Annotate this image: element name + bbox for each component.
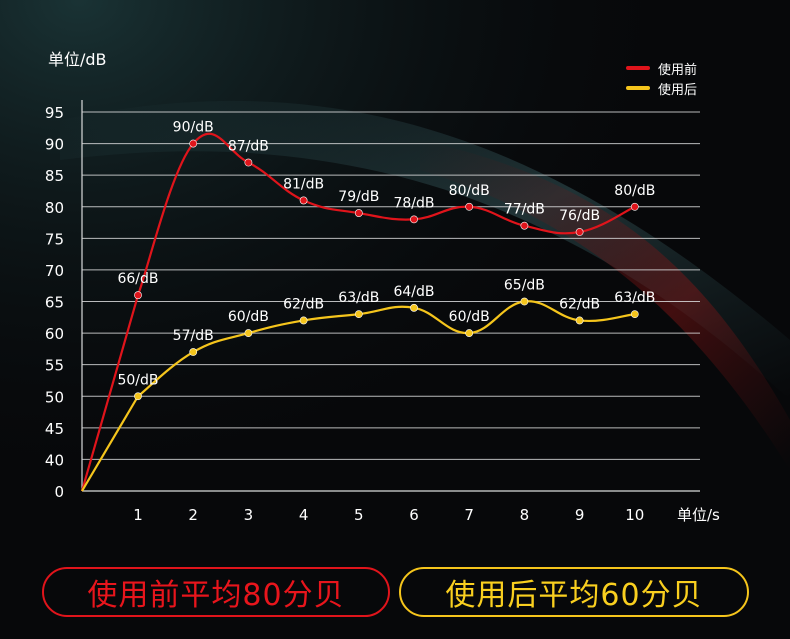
y-axis-unit-label: 单位/dB xyxy=(48,50,107,69)
data-point-after xyxy=(354,310,363,319)
badge-after-average: 使用后平均60分贝 xyxy=(399,567,749,617)
y-tick-label: 90 xyxy=(45,136,64,154)
data-point-before xyxy=(134,291,142,300)
y-tick-label: 60 xyxy=(45,325,64,343)
legend-item-after: 使用后 xyxy=(626,78,697,98)
data-label-after: 63/dB xyxy=(338,290,379,306)
legend-item-before: 使用前 xyxy=(626,58,697,78)
data-point-before xyxy=(575,228,584,236)
y-tick-label: 85 xyxy=(45,167,64,185)
data-label-after: 63/dB xyxy=(614,290,655,306)
y-tick-label: 0 xyxy=(54,483,64,501)
legend-swatch-before xyxy=(626,66,650,70)
data-point-after xyxy=(299,316,308,325)
legend-label-before: 使用前 xyxy=(658,62,698,78)
y-tick-label: 65 xyxy=(45,294,64,312)
y-tick-label: 70 xyxy=(45,262,64,280)
data-label-before: 80/dB xyxy=(449,183,490,199)
data-point-after xyxy=(189,348,198,356)
data-point-after xyxy=(465,329,474,337)
y-tick-label: 45 xyxy=(45,420,64,438)
data-label-before: 76/dB xyxy=(559,208,600,224)
y-tick-label: 75 xyxy=(45,230,64,248)
x-tick-label: 2 xyxy=(188,506,198,524)
x-tick-label: 5 xyxy=(354,506,364,524)
data-point-after xyxy=(244,329,253,337)
data-label-before: 77/dB xyxy=(504,202,545,218)
data-point-before xyxy=(354,209,363,217)
y-tick-label: 80 xyxy=(45,199,64,217)
data-label-after: 57/dB xyxy=(173,328,214,344)
data-label-before: 90/dB xyxy=(173,120,214,136)
x-tick-label: 4 xyxy=(299,506,309,524)
legend-swatch-after xyxy=(626,86,650,90)
x-tick-label: 9 xyxy=(575,506,585,524)
x-tick-label: 1 xyxy=(133,506,143,524)
data-point-after xyxy=(630,310,639,319)
y-tick-label: 40 xyxy=(45,451,64,469)
badge-before-average: 使用前平均80分贝 xyxy=(42,567,390,617)
data-label-after: 60/dB xyxy=(449,309,490,325)
data-label-after: 50/dB xyxy=(117,372,158,388)
data-point-before xyxy=(244,158,253,167)
series-line-after xyxy=(81,300,635,492)
data-label-before: 81/dB xyxy=(283,176,324,192)
data-label-before: 66/dB xyxy=(117,271,158,287)
data-point-after xyxy=(134,392,142,401)
data-label-after: 60/dB xyxy=(228,309,269,325)
y-tick-label: 50 xyxy=(45,388,64,406)
x-tick-label: 6 xyxy=(409,506,419,524)
data-label-before: 78/dB xyxy=(393,195,434,211)
legend: 使用前 使用后 xyxy=(626,58,697,98)
x-tick-label: 3 xyxy=(244,506,254,524)
data-point-before xyxy=(189,139,198,148)
data-label-after: 62/dB xyxy=(559,296,600,312)
data-point-after xyxy=(410,303,418,312)
data-point-after xyxy=(520,297,529,306)
y-tick-label: 95 xyxy=(45,104,64,122)
x-tick-label: 7 xyxy=(464,506,474,524)
y-tick-label: 55 xyxy=(45,357,64,375)
data-point-before xyxy=(520,221,529,230)
legend-label-after: 使用后 xyxy=(658,82,698,98)
data-label-before: 80/dB xyxy=(614,183,655,199)
data-label-after: 62/dB xyxy=(283,296,324,312)
data-label-before: 79/dB xyxy=(338,189,379,205)
data-point-before xyxy=(410,215,418,224)
data-point-before xyxy=(299,196,308,205)
data-label-after: 64/dB xyxy=(393,284,434,300)
data-label-after: 65/dB xyxy=(504,278,545,294)
data-label-before: 87/dB xyxy=(228,139,269,155)
x-tick-label: 10 xyxy=(625,506,644,524)
x-axis-unit-label: 单位/s xyxy=(677,506,720,524)
data-point-before xyxy=(630,202,639,211)
data-point-before xyxy=(465,202,474,211)
data-point-after xyxy=(575,316,584,325)
x-tick-label: 8 xyxy=(520,506,530,524)
